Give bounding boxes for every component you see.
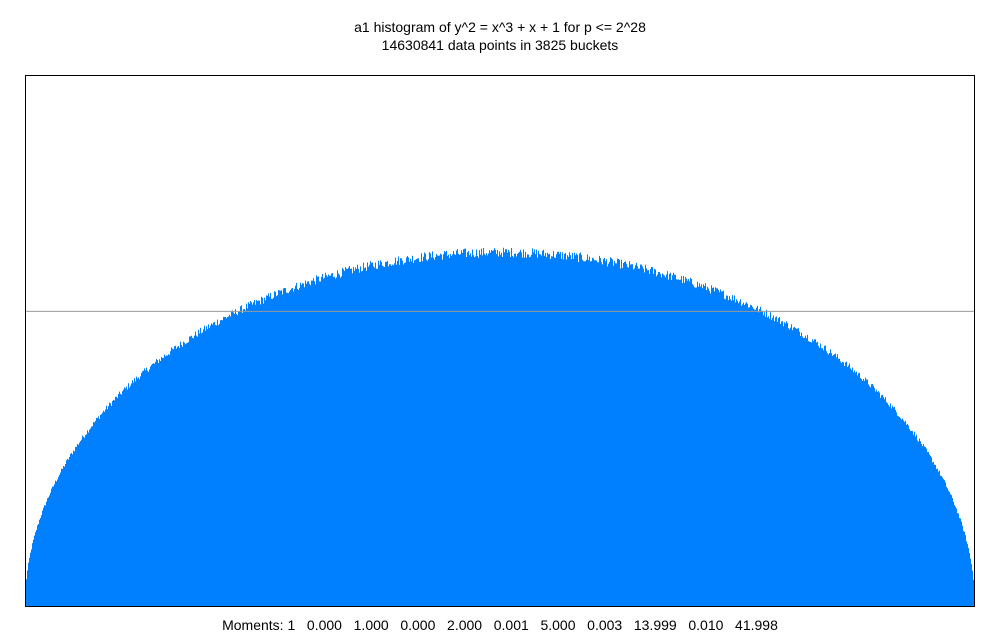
moment-value-1: 0.000	[295, 617, 342, 633]
moment-value-5: 0.001	[482, 617, 529, 633]
chart-subtitle: 14630841 data points in 3825 buckets	[381, 37, 619, 53]
moments-label: Moments:	[222, 617, 284, 633]
moment-value-10: 41.998	[723, 617, 778, 633]
moment-value-8: 13.999	[622, 617, 677, 633]
moment-value-9: 0.010	[676, 617, 724, 633]
moment-value-2: 1.000	[341, 617, 389, 633]
moment-value-7: 0.003	[575, 617, 623, 633]
histogram-bars	[25, 247, 975, 607]
histogram-bars-shape	[25, 247, 975, 607]
moment-value-4: 2.000	[435, 617, 483, 633]
moment-value-6: 5.000	[528, 617, 576, 633]
moment-value-3: 0.000	[388, 617, 436, 633]
moments-row: Moments: 1 0.000 1.000 0.000 2.000 0.001…	[0, 617, 1000, 633]
chart-title: a1 histogram of y^2 = x^3 + x + 1 for p …	[354, 19, 646, 35]
moments-values: 1 0.000 1.000 0.000 2.000 0.001 5.000 0.…	[283, 617, 778, 633]
plot-frame	[25, 75, 975, 607]
moment-value-0: 1	[283, 617, 296, 633]
